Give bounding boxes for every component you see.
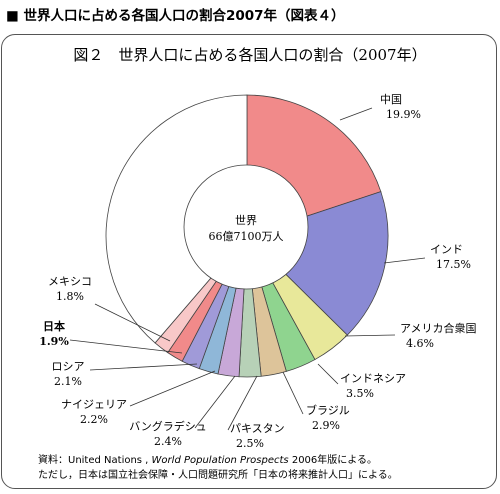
slice-value-7: 2.2% [80,413,108,426]
center-label-line1: 世界 [235,214,257,227]
leader-line-0 [339,107,373,121]
source-line-1: 資料：United Nations , World Population Pro… [38,455,377,466]
chart-frame [1,34,497,489]
leader-line-9 [69,339,183,354]
slice-label-9: 日本 [43,319,65,333]
pie-slice-other [105,94,248,344]
leader-line-4 [282,371,304,415]
slice-label-6: バングラデシュ [129,419,207,433]
leader-line-2 [344,334,396,337]
leader-line-6 [194,375,236,429]
slice-label-4: ブラジル [306,403,350,417]
leader-line-3 [317,363,339,385]
slice-value-5: 2.5% [236,437,264,450]
slice-value-1: 17.5% [436,258,471,271]
center-label-line2: 66億7100万人 [209,230,284,243]
slice-value-10: 1.8% [56,290,84,303]
slice-value-4: 2.9% [312,419,340,432]
slice-label-7: ナイジェリア [61,398,127,411]
chart-title: 図２ 世界人口に占める各国人口の割合（2007年） [73,46,427,64]
slice-value-3: 3.5% [346,387,374,400]
slice-label-5: パキスタン [230,422,285,435]
leader-line-8 [89,363,198,371]
slice-value-0: 19.9% [386,108,421,121]
slice-label-0: 中国 [380,93,402,106]
slice-label-1: インド [430,243,463,256]
leader-line-7 [129,370,216,407]
slice-value-2: 4.6% [406,337,434,350]
slice-value-8: 2.1% [54,375,82,388]
slice-label-2: アメリカ合衆国 [400,321,476,335]
slice-label-10: メキシコ [48,275,92,288]
page-header: ■ 世界人口に占める各国人口の割合2007年（図表４） [6,8,345,24]
source-line-2: ただし，日本は国立社会保障・人口問題研究所「日本の将来推計人口」による。 [38,470,398,481]
leader-line-10 [94,303,171,342]
source-note: 資料：United Nations , World Population Pro… [38,453,398,483]
slice-label-3: インドネシア [340,372,406,385]
leader-line-5 [227,375,258,431]
leader-line-1 [383,257,426,264]
slice-value-9: 1.9% [39,335,69,348]
pie-center-circle [183,164,309,290]
slice-value-6: 2.4% [154,435,182,448]
slice-label-8: ロシア [52,360,85,373]
